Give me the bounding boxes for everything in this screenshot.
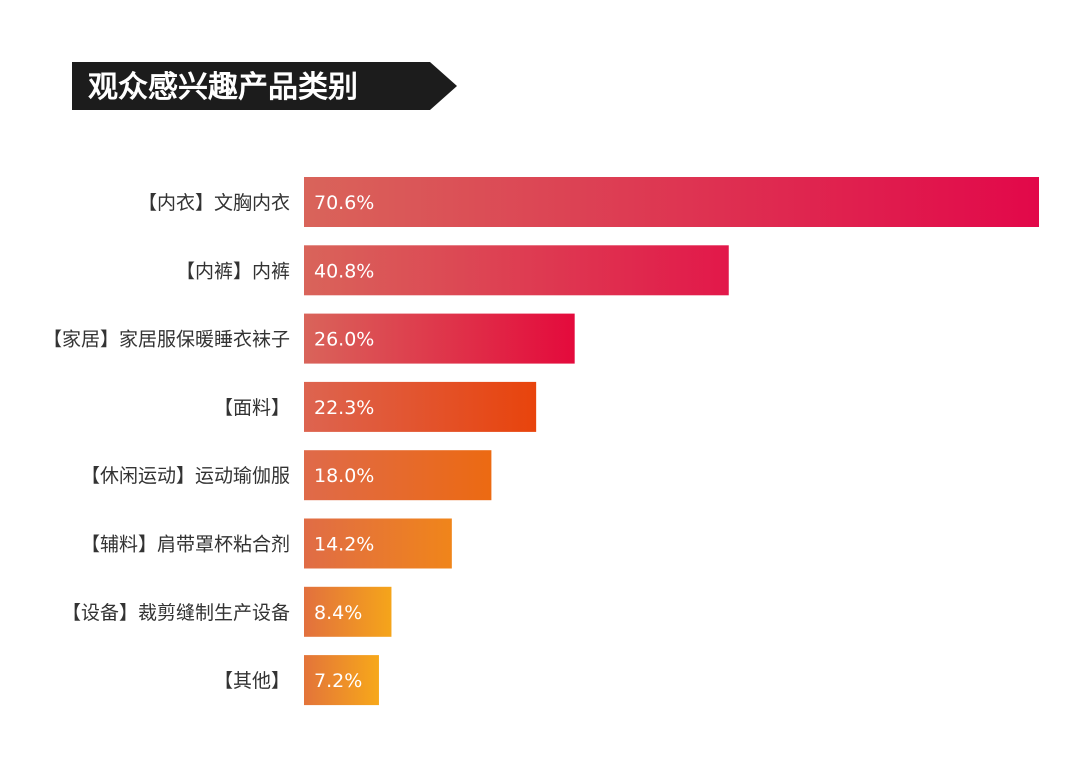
bar-row: 【辅料】肩带罩杯粘合剂 14.2% <box>81 518 452 569</box>
bar-row: 【休闲运动】运动瑜伽服 18.0% <box>81 450 492 501</box>
category-label: 【面料】 <box>214 397 290 419</box>
bar <box>304 245 729 296</box>
bar-row: 【面料】 22.3% <box>214 381 537 432</box>
category-label: 【家居】家居服保暖睡衣袜子 <box>43 329 290 351</box>
value-label: 26.0% <box>314 329 374 351</box>
value-label: 70.6% <box>314 192 374 214</box>
bar-row: 【家居】家居服保暖睡衣袜子 26.0% <box>43 313 575 364</box>
title-banner-shape <box>72 62 457 110</box>
category-label: 【休闲运动】运动瑜伽服 <box>81 465 290 487</box>
category-label: 【内裤】内裤 <box>176 260 290 282</box>
bar-row: 【设备】裁剪缝制生产设备 8.4% <box>62 586 392 637</box>
chart-title-banner: 观众感兴趣产品类别 <box>72 62 457 110</box>
value-label: 7.2% <box>314 670 362 692</box>
bars: 【内衣】文胸内衣 70.6% 【内裤】内裤 40.8% 【家居】家居服保暖睡衣袜子 26.… <box>43 177 1039 706</box>
category-label: 【辅料】肩带罩杯粘合剂 <box>81 534 290 556</box>
bar-row: 【内衣】文胸内衣 70.6% <box>138 177 1039 227</box>
category-label: 【设备】裁剪缝制生产设备 <box>62 602 290 624</box>
bar <box>304 518 452 569</box>
value-label: 14.2% <box>314 534 374 556</box>
value-label: 18.0% <box>314 465 374 487</box>
value-label: 22.3% <box>314 397 374 419</box>
bar <box>304 381 537 432</box>
bar-row: 【内裤】内裤 40.8% <box>176 245 729 296</box>
value-label: 8.4% <box>314 602 362 624</box>
category-label: 【内衣】文胸内衣 <box>138 192 290 214</box>
category-label: 【其他】 <box>214 670 290 692</box>
bar <box>304 586 392 637</box>
chart-title: 观众感兴趣产品类别 <box>88 70 358 105</box>
bar <box>304 450 492 501</box>
bar <box>304 313 575 364</box>
bar-row: 【其他】 7.2% <box>214 655 379 706</box>
value-label: 40.8% <box>314 260 374 282</box>
bar <box>304 177 1039 227</box>
bar <box>304 655 379 706</box>
